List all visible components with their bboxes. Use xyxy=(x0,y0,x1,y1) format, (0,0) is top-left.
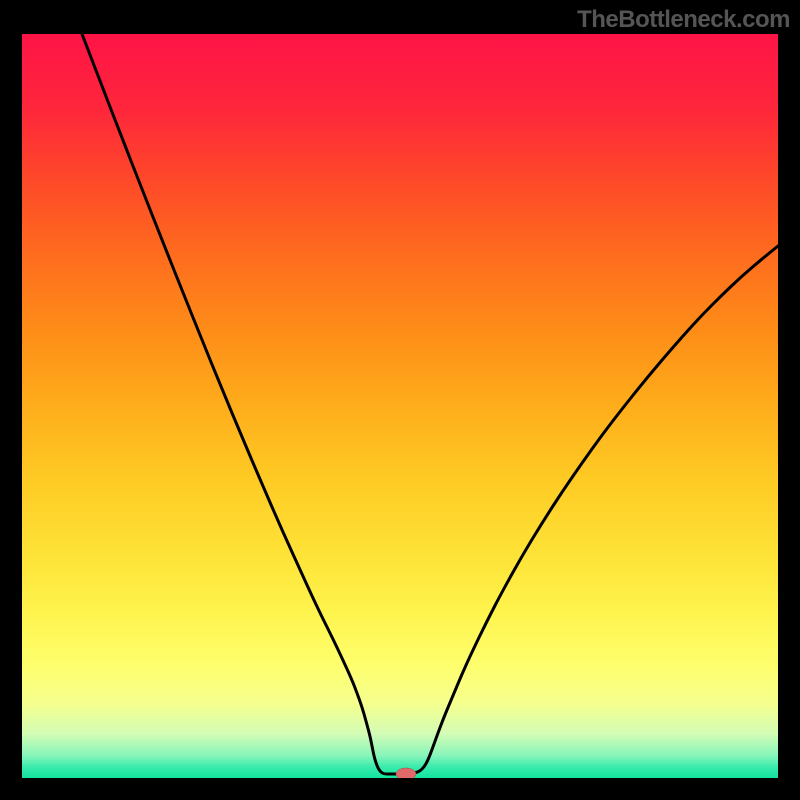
chart-svg xyxy=(22,34,778,778)
minimum-marker xyxy=(396,768,416,778)
watermark-text: TheBottleneck.com xyxy=(577,6,790,34)
plot-area xyxy=(22,34,778,778)
chart-container: TheBottleneck.com xyxy=(0,0,800,800)
gradient-background xyxy=(22,34,778,778)
